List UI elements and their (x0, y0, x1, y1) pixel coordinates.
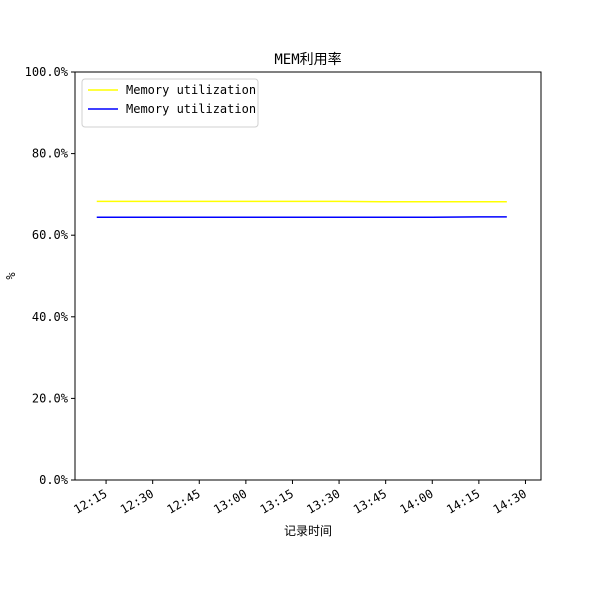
y-tick-label: 40.0% (32, 310, 69, 324)
legend: Memory utilization Memory utilization (82, 79, 258, 127)
chart-title: MEM利用率 (274, 51, 341, 68)
y-tick-label: 60.0% (32, 228, 69, 242)
legend-label: Memory utilization (126, 102, 256, 116)
y-axis-label: % (4, 272, 18, 280)
y-tick-label: 80.0% (32, 147, 69, 161)
legend-label: Memory utilization (126, 83, 256, 97)
y-tick-label: 0.0% (39, 473, 69, 487)
plot-area (75, 72, 541, 480)
y-tick-label: 100.0% (25, 65, 69, 79)
x-axis-label: 记录时间 (284, 524, 332, 538)
y-tick-label: 20.0% (32, 391, 69, 405)
